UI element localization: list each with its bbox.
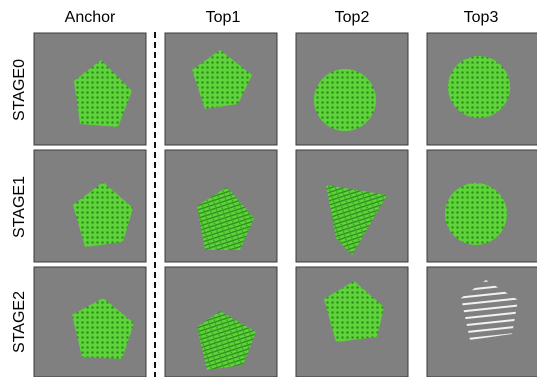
panel-stage1-top2 xyxy=(295,149,409,263)
panel-stage2-anchor xyxy=(33,266,147,377)
panel-stage1-anchor xyxy=(33,149,147,263)
panel-stage0-anchor xyxy=(33,32,147,146)
panel-stage0-top2 xyxy=(295,32,409,146)
panel-stage2-top1 xyxy=(164,266,278,377)
panel-stage2-top3 xyxy=(426,266,537,377)
column-header-top1: Top1 xyxy=(206,9,241,26)
column-header-anchor: Anchor xyxy=(65,9,116,26)
row-header-stage1: STAGE1 xyxy=(11,176,28,238)
panel-stage1-top1 xyxy=(164,149,278,263)
panel-stage0-top1 xyxy=(164,32,278,146)
column-header-top3: Top3 xyxy=(464,9,499,26)
panel-stage1-top3 xyxy=(426,149,537,263)
panel-stage0-top3 xyxy=(426,32,537,146)
row-header-stage0: STAGE0 xyxy=(11,59,28,121)
row-header-stage2: STAGE2 xyxy=(11,291,28,353)
panel-stage2-top2 xyxy=(295,266,409,377)
column-header-top2: Top2 xyxy=(335,9,370,26)
